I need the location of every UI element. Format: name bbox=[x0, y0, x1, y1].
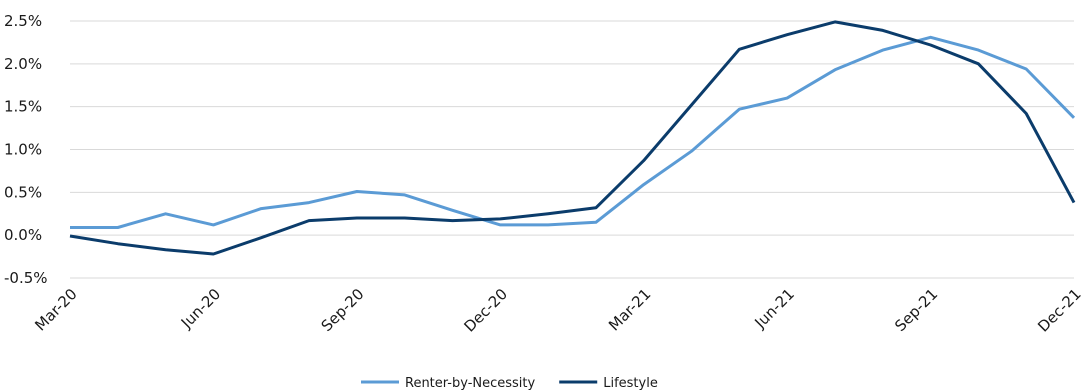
x-axis-tick-labels: Mar-20 Jun-20 Sep-20 Dec-20 Mar-21 Jun-21 Sep-… bbox=[31, 285, 1081, 336]
y-tick-label: 0.5% bbox=[4, 183, 42, 201]
x-tick-label: Jun-21 bbox=[751, 285, 798, 332]
y-tick-label: 1.5% bbox=[4, 98, 42, 116]
y-tick-label: 0.0% bbox=[4, 226, 42, 244]
y-tick-label: -0.5% bbox=[4, 269, 48, 287]
x-tick-label: Mar-20 bbox=[31, 285, 80, 334]
series-line-renter-by-necessity bbox=[70, 35, 1076, 229]
x-tick-label: Sep-20 bbox=[318, 285, 368, 335]
gridlines bbox=[70, 20, 1074, 279]
series-lines bbox=[69, 20, 1076, 256]
y-tick-label: 2.5% bbox=[4, 12, 42, 30]
y-axis-tick-labels: -0.5% 0.0% 0.5% 1.0% 1.5% 2.0% 2.5% bbox=[4, 12, 48, 287]
legend-label-renter-by-necessity: Renter-by-Necessity bbox=[405, 376, 536, 391]
x-tick-label: Dec-21 bbox=[1034, 285, 1081, 336]
x-tick-label: Dec-20 bbox=[460, 285, 511, 336]
x-tick-label: Jun-20 bbox=[177, 285, 224, 332]
legend-label-lifestyle: Lifestyle bbox=[603, 376, 658, 391]
legend: Renter-by-Necessity Lifestyle bbox=[361, 376, 658, 391]
series-line-lifestyle bbox=[69, 20, 1076, 256]
y-tick-label: 1.0% bbox=[4, 141, 42, 159]
x-tick-label: Sep-21 bbox=[891, 285, 941, 335]
x-tick-label: Mar-21 bbox=[605, 285, 654, 334]
y-tick-label: 2.0% bbox=[4, 55, 42, 73]
